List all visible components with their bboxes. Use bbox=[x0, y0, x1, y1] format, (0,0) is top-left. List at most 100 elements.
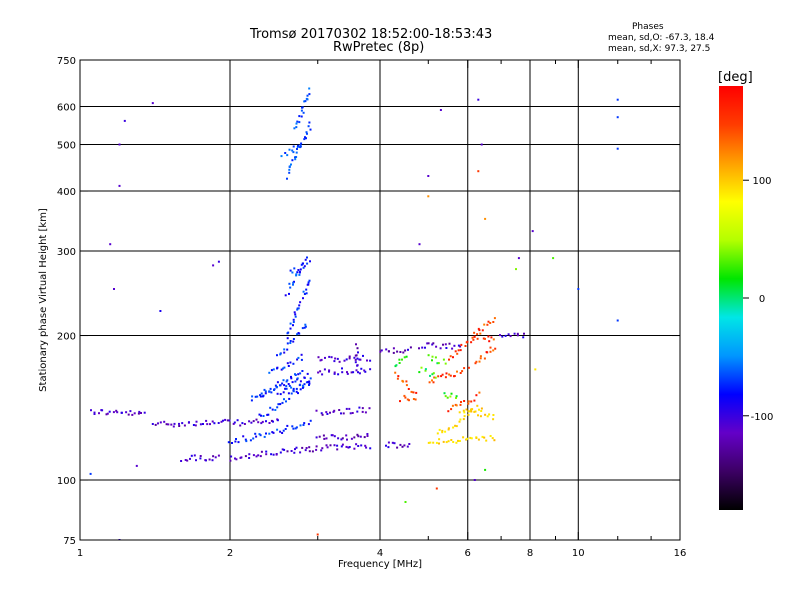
data-point bbox=[295, 273, 298, 276]
data-point bbox=[288, 148, 291, 151]
data-point bbox=[453, 344, 456, 347]
data-point bbox=[237, 441, 240, 444]
data-point bbox=[355, 369, 358, 372]
data-point bbox=[446, 396, 449, 399]
data-point bbox=[303, 383, 306, 386]
data-point bbox=[292, 321, 295, 323]
data-point bbox=[315, 448, 318, 451]
data-point bbox=[165, 423, 168, 426]
data-point bbox=[471, 408, 474, 411]
data-point bbox=[239, 424, 242, 427]
data-point bbox=[406, 398, 409, 401]
data-point bbox=[486, 415, 489, 418]
data-point bbox=[180, 460, 183, 462]
data-point bbox=[172, 425, 175, 428]
data-point bbox=[452, 441, 455, 443]
data-point bbox=[271, 408, 274, 411]
data-point bbox=[173, 422, 176, 425]
data-point bbox=[445, 441, 448, 444]
data-point bbox=[319, 359, 322, 362]
data-point bbox=[455, 404, 458, 407]
data-point bbox=[452, 426, 455, 429]
data-point bbox=[306, 132, 308, 135]
phases-x-stats: mean, sd,X: 97.3, 27.5 bbox=[608, 44, 711, 54]
data-point bbox=[484, 337, 486, 340]
data-point bbox=[259, 434, 262, 437]
data-point bbox=[308, 121, 311, 124]
x-tick-label: 4 bbox=[377, 548, 383, 559]
data-point bbox=[353, 447, 356, 450]
data-point bbox=[345, 434, 348, 437]
data-point bbox=[279, 451, 282, 454]
data-point bbox=[616, 116, 619, 119]
data-point bbox=[208, 458, 211, 461]
data-point bbox=[188, 421, 190, 424]
data-point bbox=[341, 437, 344, 440]
data-point bbox=[363, 436, 366, 439]
data-point bbox=[263, 388, 266, 391]
data-point bbox=[297, 373, 300, 376]
data-point bbox=[333, 435, 336, 438]
x-axis-ticks: 1 2 4 6 8 10 16 bbox=[77, 60, 687, 559]
data-point bbox=[276, 381, 279, 384]
data-point bbox=[288, 168, 291, 171]
data-point bbox=[282, 379, 285, 382]
data-point bbox=[304, 100, 307, 103]
data-point bbox=[287, 392, 290, 395]
data-point bbox=[466, 340, 469, 343]
data-point bbox=[233, 421, 236, 424]
data-point bbox=[294, 427, 297, 430]
data-point bbox=[328, 355, 331, 358]
y-tick-label: 100 bbox=[57, 476, 76, 487]
data-point bbox=[491, 437, 494, 440]
data-point bbox=[406, 445, 409, 448]
data-point bbox=[484, 217, 487, 220]
data-point bbox=[477, 327, 480, 330]
data-point bbox=[261, 420, 264, 423]
data-point bbox=[296, 146, 299, 148]
x-tick-label: 6 bbox=[465, 548, 471, 559]
data-point bbox=[265, 432, 267, 435]
data-point bbox=[320, 358, 323, 361]
data-point bbox=[290, 163, 292, 166]
x-tick-label: 8 bbox=[527, 548, 533, 559]
data-point bbox=[443, 392, 446, 395]
data-point bbox=[362, 354, 364, 357]
y-tick-label: 300 bbox=[57, 247, 76, 258]
data-point bbox=[259, 455, 262, 458]
data-point bbox=[274, 384, 277, 387]
data-point bbox=[434, 356, 437, 359]
data-point bbox=[248, 453, 251, 456]
data-point bbox=[321, 413, 324, 416]
data-point bbox=[329, 411, 331, 414]
data-point bbox=[276, 419, 279, 422]
data-point bbox=[284, 152, 287, 154]
data-point bbox=[391, 441, 394, 444]
data-point bbox=[295, 390, 298, 393]
data-point bbox=[299, 380, 302, 383]
data-point bbox=[289, 269, 292, 272]
y-tick-label: 600 bbox=[57, 103, 76, 114]
data-point bbox=[292, 283, 294, 286]
data-point bbox=[298, 121, 301, 124]
data-point bbox=[435, 441, 438, 444]
data-point bbox=[106, 412, 109, 415]
data-point bbox=[463, 411, 466, 414]
x-tick-label: 16 bbox=[674, 548, 687, 559]
data-point bbox=[194, 424, 197, 427]
data-point bbox=[288, 165, 291, 168]
data-point bbox=[439, 347, 442, 350]
data-point bbox=[123, 119, 126, 122]
data-point bbox=[426, 342, 429, 345]
data-point bbox=[494, 347, 497, 350]
data-point bbox=[192, 424, 195, 426]
data-point bbox=[516, 334, 519, 337]
data-point bbox=[157, 422, 159, 425]
data-point bbox=[489, 350, 492, 353]
data-point bbox=[252, 454, 255, 457]
data-point bbox=[513, 332, 516, 335]
data-point bbox=[298, 273, 301, 276]
data-point bbox=[432, 372, 435, 375]
data-point bbox=[292, 362, 295, 365]
data-point bbox=[115, 409, 118, 412]
